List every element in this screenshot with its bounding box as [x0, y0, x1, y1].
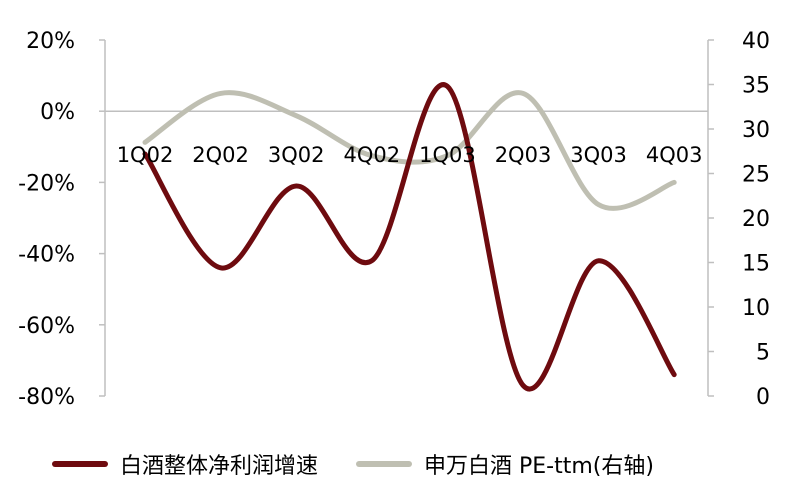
legend-label-pe-ttm: 申万白酒 PE-ttm(右轴): [424, 454, 654, 479]
category-label: 1Q03: [419, 143, 476, 167]
legend-swatch-pe-ttm: [356, 461, 413, 467]
category-label: 3Q03: [570, 143, 627, 167]
legend-item-profit-growth: 白酒整体净利润增速: [52, 448, 318, 480]
right-tick-label: 10: [742, 296, 770, 321]
left-tick-label: -20%: [18, 171, 75, 196]
series-line-pe-ttm: [142, 90, 677, 211]
right-tick-label: 25: [742, 163, 770, 188]
category-label: 2Q02: [192, 143, 249, 167]
left-tick-label: -80%: [18, 385, 75, 410]
right-tick-label: 5: [756, 341, 770, 366]
category-label: 4Q02: [343, 143, 400, 167]
left-tick-label: -60%: [18, 314, 75, 339]
category-label: 1Q02: [117, 143, 174, 167]
labels-layer: 20% 0% -20% -40% -60% -80% 40 35 30 25 20 15 10 5 0 1Q0…: [18, 29, 770, 410]
axes-layer: [99, 39, 714, 397]
legend-label-profit-growth: 白酒整体净利润增速: [120, 454, 319, 479]
category-label: 3Q02: [268, 143, 325, 167]
category-label: 2Q03: [495, 143, 552, 167]
left-tick-label: -40%: [18, 243, 75, 268]
legend: 白酒整体净利润增速 申万白酒 PE-ttm(右轴): [52, 444, 792, 484]
left-tick-label: 0%: [40, 100, 75, 125]
right-tick-label: 30: [742, 118, 770, 143]
left-tick-label: 20%: [26, 29, 75, 54]
right-tick-label: 15: [742, 252, 770, 277]
category-label: 4Q03: [646, 143, 703, 167]
series-layer: [142, 82, 677, 392]
legend-swatch-profit-growth: [52, 461, 108, 467]
series-line-profit-growth: [142, 82, 677, 392]
right-tick-label: 0: [756, 385, 770, 410]
right-tick-label: 40: [742, 29, 770, 54]
right-tick-label: 35: [742, 74, 770, 99]
right-tick-label: 20: [742, 207, 770, 232]
legend-item-pe-ttm: 申万白酒 PE-ttm(右轴): [356, 448, 654, 480]
